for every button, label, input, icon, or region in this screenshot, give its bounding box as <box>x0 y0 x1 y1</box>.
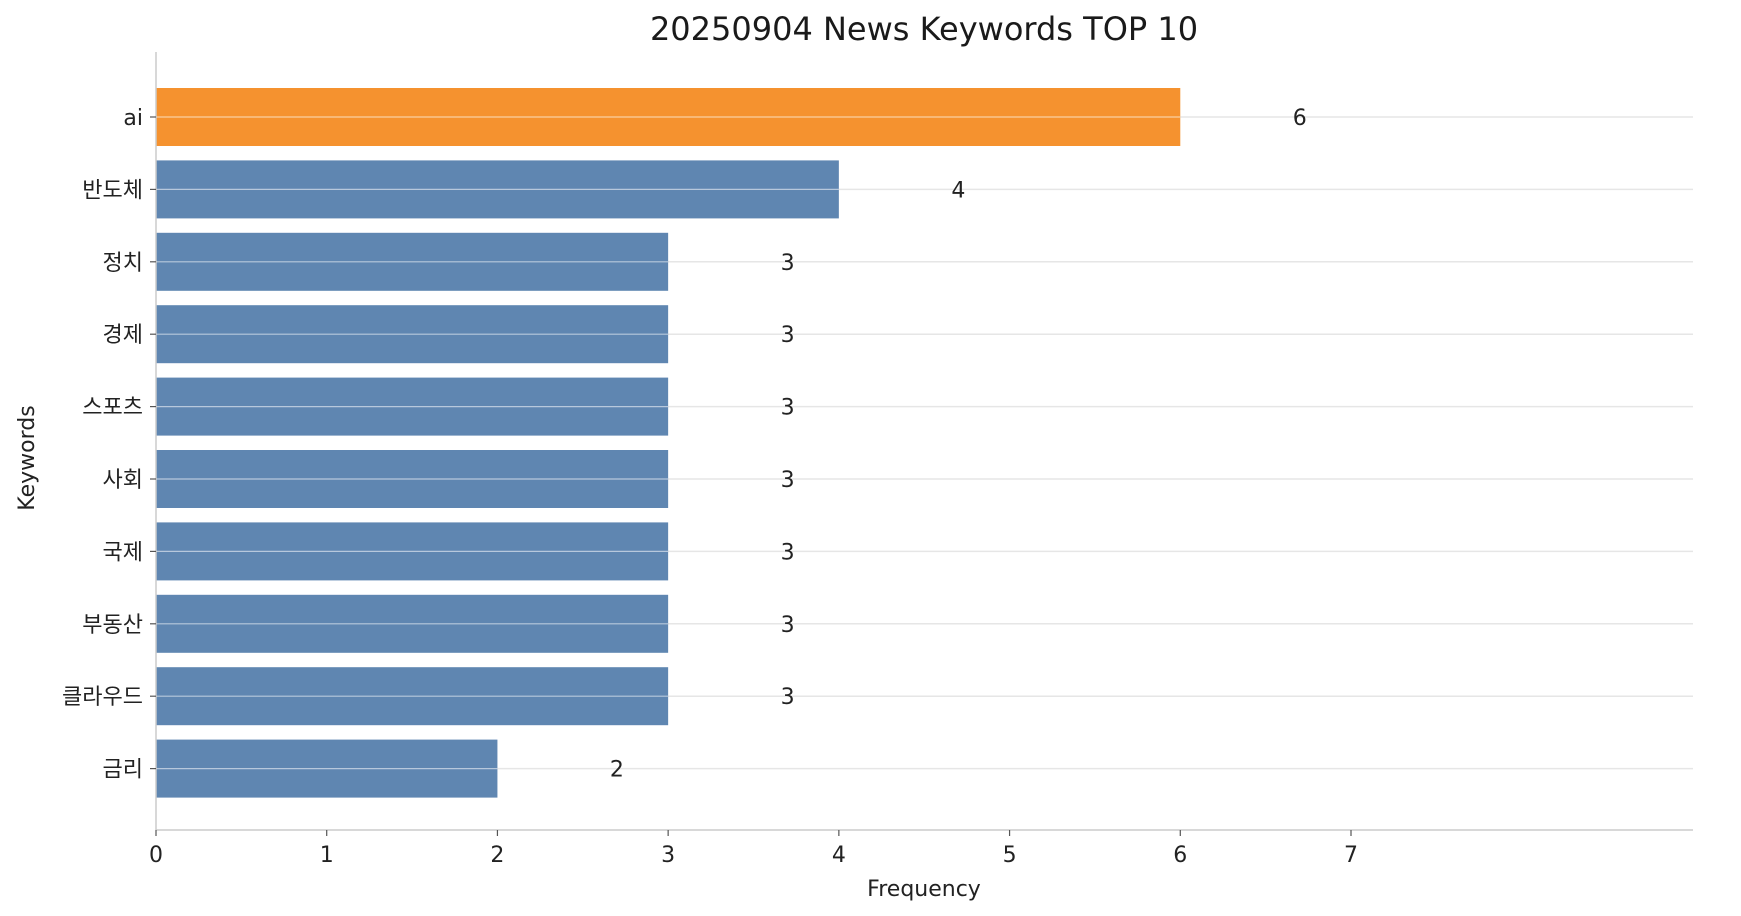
x-tick-label: 2 <box>490 843 504 868</box>
data-label-7: 3 <box>781 613 795 638</box>
data-label-5: 3 <box>781 468 795 493</box>
bar-layer <box>156 88 1181 798</box>
y-tick-label: 클라우드 <box>62 685 143 710</box>
x-tick-label: 7 <box>1344 843 1358 868</box>
x-tick-label: 3 <box>661 843 675 868</box>
data-label-9: 2 <box>610 758 624 783</box>
y-tick-label: 경제 <box>103 323 143 348</box>
x-tick-label: 0 <box>149 843 163 868</box>
data-label-2: 3 <box>781 251 795 276</box>
data-labels: 6 4 3 3 3 3 3 3 3 2 <box>610 106 1307 783</box>
data-label-6: 3 <box>781 540 795 565</box>
y-tick-label: 사회 <box>103 468 143 493</box>
data-label-8: 3 <box>781 685 795 710</box>
x-tick-label: 6 <box>1173 843 1187 868</box>
y-tick-label: 국제 <box>103 540 143 565</box>
x-tick-label: 5 <box>1003 843 1017 868</box>
chart-title: 20250904 News Keywords TOP 10 <box>650 10 1198 48</box>
y-tick-label: 정치 <box>103 251 143 276</box>
data-label-1: 4 <box>951 178 965 203</box>
y-tick-label: ai <box>123 106 143 131</box>
data-label-0: 6 <box>1293 106 1307 131</box>
x-axis-label: Frequency <box>867 877 981 902</box>
y-tick-label: 금리 <box>103 758 143 783</box>
y-tick-label: 부동산 <box>82 613 143 638</box>
data-label-4: 3 <box>781 396 795 421</box>
x-tick-label: 1 <box>320 843 334 868</box>
data-label-3: 3 <box>781 323 795 348</box>
x-tick-label: 4 <box>832 843 846 868</box>
axis-layer <box>155 52 1693 831</box>
y-axis-label: Keywords <box>15 405 40 510</box>
y-tick-label: 반도체 <box>82 178 143 203</box>
y-tick-label: 스포츠 <box>82 396 143 421</box>
x-tick-labels: 0 1 2 3 4 5 6 7 <box>149 830 1358 868</box>
